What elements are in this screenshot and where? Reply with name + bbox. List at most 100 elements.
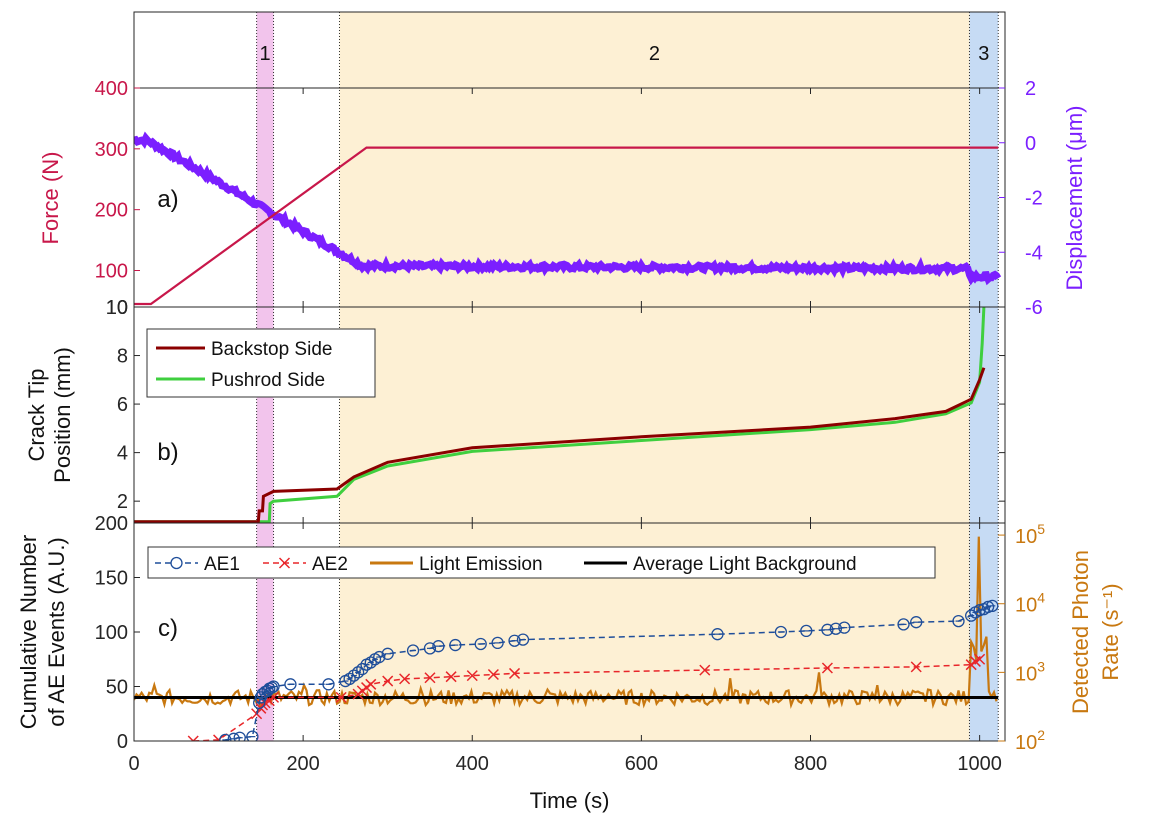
x-tick-label: 200 (286, 753, 319, 775)
ae1-marker (910, 616, 923, 629)
y-tick-label-crack: 4 (117, 443, 128, 465)
legend-c-box (147, 546, 936, 579)
y-tick-label-crack: 6 (117, 394, 128, 416)
ae1-marker (952, 614, 965, 628)
ae1-marker (829, 622, 843, 635)
x-tick-label: 400 (456, 753, 489, 775)
series-force (134, 146, 999, 306)
stage-label: 3 (978, 43, 989, 65)
ae2-marker (399, 673, 411, 685)
legend-marker-ae2 (278, 557, 291, 569)
panel-b-label: b) (157, 439, 178, 466)
ae2-marker (365, 678, 377, 690)
y-tick-label-force: 100 (95, 261, 128, 283)
ae2-marker (974, 653, 986, 665)
ae2-marker (910, 661, 922, 673)
ae1-marker (838, 621, 851, 634)
ae1-marker (246, 730, 259, 741)
ae2-marker (213, 734, 225, 741)
y-axis-title-crack-1: Crack Tip (24, 369, 49, 462)
ae2-marker (187, 735, 199, 741)
x-tick-label: 1000 (957, 753, 1002, 775)
legend-entry: Backstop Side (211, 339, 332, 360)
x-tick-label: 0 (128, 753, 139, 775)
ae1-marker (774, 625, 788, 639)
ae2-marker (445, 671, 457, 683)
y-tick-label-displacement: -6 (1025, 297, 1043, 319)
y-axis-title-photon-2: Rate (s⁻¹) (1098, 583, 1123, 680)
series-displacement (134, 131, 1002, 286)
ae1-marker (711, 628, 724, 641)
ae1-marker (343, 672, 356, 686)
axes-frames: 0 200 400 600 800 1000100200300400-6-4-202102… (95, 11, 1045, 775)
ae1-marker (322, 678, 335, 691)
ae2-marker (509, 667, 521, 679)
ae1-marker (508, 634, 521, 647)
panel-c-label: c) (158, 615, 178, 642)
y-tick-label-photon: 103 (1015, 658, 1045, 685)
legend-marker-ae1 (170, 556, 183, 570)
stage-bands: 1 2 3 (256, 12, 999, 741)
y-tick-label-displacement: 0 (1025, 133, 1036, 155)
legend-entry: AE2 (312, 554, 348, 575)
ae1-marker (351, 666, 365, 679)
ae1-marker (267, 680, 280, 693)
x-axis-title: Time (s) (530, 788, 610, 813)
ae1-marker (800, 624, 813, 638)
ae2-marker (466, 670, 478, 682)
legend-entry: AE1 (204, 554, 240, 575)
ae1-marker (474, 637, 487, 651)
stage-label: 1 (260, 43, 271, 65)
y-tick-label-ae: 200 (95, 513, 128, 535)
panel-c-plot (134, 536, 999, 741)
panel-c: c) AE1 AE2 Light Emission Average Light Back… (134, 536, 999, 741)
y-axis-title-ae-1: Cumulative Number (16, 535, 41, 729)
ae1-marker (516, 633, 530, 646)
y-axis-title-force: Force (N) (38, 152, 63, 245)
ae1-marker (265, 681, 278, 694)
y-tick-label-ae: 100 (95, 622, 128, 644)
y-axis-title-photon-1: Detected Photon (1068, 550, 1093, 714)
y-tick-label-force: 200 (95, 200, 128, 222)
ae1-marker (821, 623, 834, 636)
legend-entry: Light Emission (419, 554, 543, 575)
ae1-marker (364, 656, 377, 669)
ae1-marker (284, 678, 297, 691)
ae1-marker (986, 599, 999, 612)
y-tick-label-photon: 105 (1015, 521, 1045, 548)
ae1-marker (449, 638, 462, 652)
y-tick-label-photon: 102 (1015, 727, 1045, 754)
stage-label: 2 (649, 43, 660, 65)
ae2-marker (821, 662, 833, 674)
y-tick-label-displacement: -4 (1025, 242, 1043, 264)
ae1-marker (373, 650, 386, 664)
ae1-marker (897, 618, 910, 631)
y-tick-label-displacement: 2 (1025, 78, 1036, 100)
y-tick-label-force: 400 (95, 78, 128, 100)
y-tick-label-crack: 2 (117, 491, 128, 513)
panel-a: a) (134, 131, 1002, 306)
ae1-marker (219, 733, 232, 741)
y-tick-label-ae: 150 (95, 568, 128, 590)
legend-entry: Average Light Background (633, 554, 857, 575)
panel-a-label: a) (157, 186, 178, 213)
axis-labels: Time (s) Force (N) Displacement (μm) Crack … (16, 105, 1123, 813)
y-tick-label-ae: 50 (106, 677, 128, 699)
x-tick-label: 600 (625, 753, 658, 775)
y-tick-label-crack: 10 (106, 297, 128, 319)
legend-c: AE1 AE2 Light Emission Average Light Backgr… (147, 546, 936, 579)
ae1-marker (347, 669, 361, 682)
legend-b: Backstop Side Pushrod Side (146, 328, 376, 398)
stage-band-3 (969, 12, 999, 741)
ae2-marker (424, 672, 436, 684)
ae1-marker (965, 609, 978, 622)
ae2-marker (382, 675, 394, 687)
ae1-marker (423, 642, 437, 655)
y-axis-title-crack-2: Position (mm) (50, 347, 75, 483)
ae1-marker (356, 662, 369, 676)
panel-a-plot (134, 131, 1002, 306)
ae2-marker (335, 691, 347, 703)
ae1-marker (381, 647, 394, 660)
ae1-marker (406, 644, 420, 657)
